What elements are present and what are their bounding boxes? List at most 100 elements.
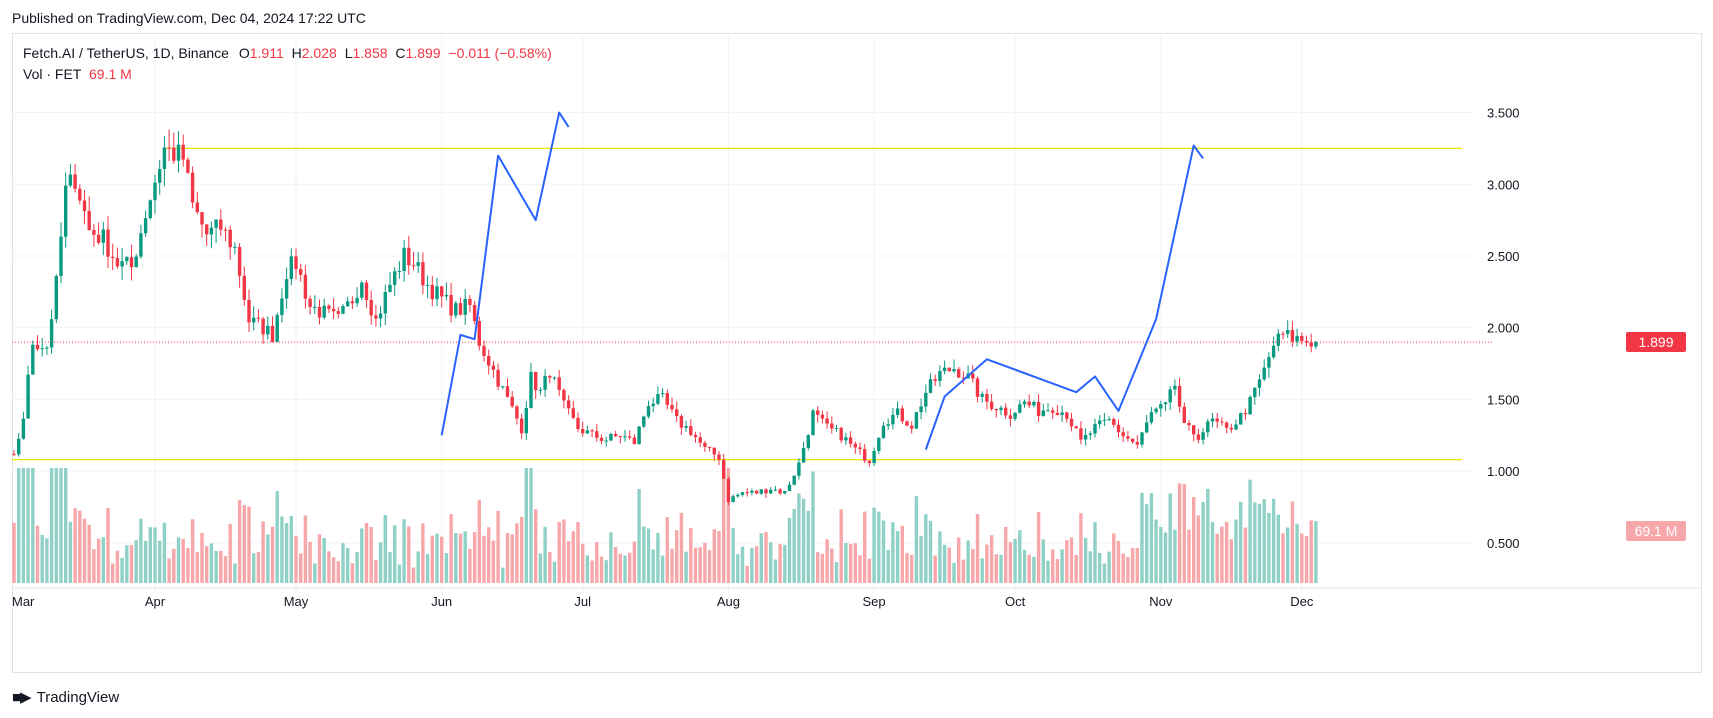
volume-bar [1300, 533, 1304, 583]
candle-body [64, 185, 68, 237]
candle-body [252, 317, 256, 323]
candle-body [613, 434, 618, 437]
candle-body [980, 393, 984, 397]
volume-bar [463, 531, 467, 583]
candle-body [689, 425, 693, 435]
candle-body [891, 414, 895, 425]
candle-body [722, 459, 726, 479]
candle-body [839, 427, 843, 441]
candle-body [256, 317, 261, 319]
candle-body [618, 436, 622, 438]
volume-bar [675, 530, 679, 583]
candle-body [877, 438, 881, 451]
candle-body [1192, 425, 1196, 435]
candle-body [1135, 442, 1139, 445]
candle-body [1032, 401, 1036, 406]
volume-bar [595, 542, 599, 583]
candle-body [820, 414, 825, 419]
volume-bars [12, 468, 1318, 583]
candle-body [1004, 407, 1008, 416]
volume-bar [778, 544, 782, 583]
candle-body [275, 315, 279, 342]
candle-body [928, 379, 933, 393]
volume-bar [1116, 541, 1121, 583]
volume-bar [910, 554, 914, 583]
volume-bar [303, 515, 308, 583]
candle-body [811, 410, 815, 436]
volume-bar [604, 560, 608, 583]
candle-body [881, 425, 886, 439]
candlestick-chart[interactable]: 0.500 1.000 1.500 2.000 2.500 3.000 3.500 Mar Ap… [12, 33, 1702, 673]
candle-body [1248, 396, 1252, 415]
candle-body [1267, 357, 1271, 368]
volume-bar [17, 468, 21, 583]
y-tick-label: 2.500 [1487, 249, 1520, 264]
volume-bar [1206, 488, 1210, 583]
volume-bar [190, 519, 195, 583]
volume-bar [1253, 502, 1257, 583]
candle-body [106, 229, 110, 257]
candle-body [510, 396, 514, 407]
candle-body [167, 147, 171, 149]
volume-bar [811, 471, 815, 583]
candle-body [92, 229, 96, 235]
candle-body [1286, 330, 1290, 334]
candle-body [247, 299, 251, 323]
x-axis-label: Oct [1005, 594, 1026, 609]
candle-body [209, 227, 214, 235]
candle-body [449, 294, 453, 316]
volume-bar [834, 562, 839, 583]
candle-body [985, 393, 989, 402]
volume-bar [1290, 501, 1295, 583]
candle-body [205, 224, 209, 235]
x-axis-label: Jul [574, 594, 591, 609]
volume-bar [1041, 539, 1045, 583]
volume-bar [31, 468, 35, 583]
volume-bar [369, 527, 373, 583]
chart-frame [12, 33, 1702, 673]
volume-bar [651, 549, 655, 583]
candle-body [505, 386, 510, 397]
candle-body [999, 407, 1003, 411]
volume-bar [679, 512, 684, 583]
volume-bar [12, 522, 16, 583]
volume-bar [444, 553, 449, 583]
volume-bar [416, 551, 420, 583]
candle-body [1102, 419, 1107, 421]
volume-bar [764, 532, 768, 583]
volume-bar [1257, 503, 1262, 583]
candle-body [463, 298, 467, 315]
volume-bar [205, 546, 209, 583]
volume-bar [534, 509, 538, 583]
candle-body [1229, 427, 1233, 430]
volume-bar [989, 535, 994, 583]
x-axis-label: Dec [1290, 594, 1314, 609]
candle-body [120, 261, 124, 267]
volume-bar [115, 550, 120, 583]
volume-bar [656, 532, 660, 583]
candle-body [12, 453, 16, 455]
x-axis-label: Apr [145, 594, 166, 609]
legend-low-label: L [344, 45, 353, 61]
volume-bar [162, 522, 167, 583]
candle-body [369, 300, 373, 316]
volume-bar [1079, 513, 1083, 583]
volume-bar [858, 555, 862, 583]
candle-body [1295, 336, 1299, 342]
legend-ohlc: Fetch.AI / TetherUS, 1D, Binance O1.911 … [23, 45, 552, 61]
candles [12, 129, 1318, 506]
volume-bar [45, 538, 49, 583]
candle-body [947, 367, 951, 372]
volume-bar [740, 546, 745, 583]
candle-body [45, 347, 49, 349]
candle-body [195, 202, 199, 213]
candle-body [148, 200, 152, 219]
volume-bar [816, 552, 820, 583]
volume-bar [529, 468, 533, 583]
volume-bar [1135, 547, 1139, 583]
candle-body [872, 450, 876, 464]
volume-bar [125, 545, 129, 583]
candle-body [773, 489, 778, 491]
tradingview-brand[interactable]: ■▶ TradingView [12, 688, 119, 707]
volume-bar [317, 534, 322, 583]
